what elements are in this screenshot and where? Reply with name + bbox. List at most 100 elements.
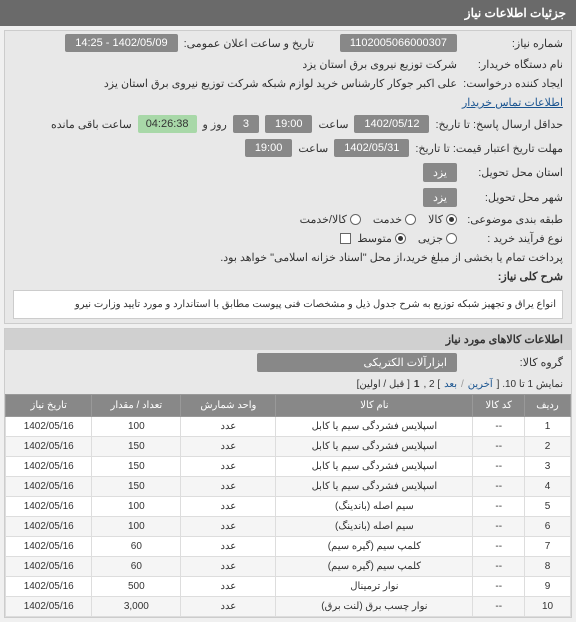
table-row[interactable]: 5--سیم اصله (باندینگ)عدد1001402/05/16 — [6, 497, 571, 517]
days-value: 3 — [233, 115, 259, 133]
table-cell: 150 — [92, 477, 181, 497]
page-header: جزئیات اطلاعات نیاز — [0, 0, 576, 26]
table-cell: 1402/05/16 — [6, 417, 92, 437]
table-cell: -- — [473, 557, 525, 577]
table-cell: 1402/05/16 — [6, 597, 92, 617]
table-cell: 6 — [525, 517, 571, 537]
table-cell: 5 — [525, 497, 571, 517]
table-cell: نوار ترمینال — [276, 577, 473, 597]
days-label: روز و — [203, 118, 227, 131]
table-cell: 1402/05/16 — [6, 457, 92, 477]
table-cell: 60 — [92, 557, 181, 577]
radio-service[interactable]: خدمت — [373, 213, 416, 226]
province-label: استان محل تحویل: — [463, 166, 563, 179]
radio-service-label: خدمت — [373, 213, 402, 226]
table-cell: نوار چسب برق (لنت برق) — [276, 597, 473, 617]
table-cell: سیم اصله (باندینگ) — [276, 517, 473, 537]
col-qty: تعداد / مقدار — [92, 395, 181, 417]
pager-current: 1 — [414, 379, 420, 390]
radio-goods-label: کالا — [428, 213, 443, 226]
payment-note: پرداخت تمام یا بخشی از مبلغ خرید،از محل … — [220, 251, 563, 264]
table-row[interactable]: 2--اسپلایس فشردگی سیم یا کابلعدد1501402/… — [6, 437, 571, 457]
subject-cat-label: طبقه بندی موضوعی: — [463, 213, 563, 226]
radio-dot-icon — [446, 214, 457, 225]
table-cell: 1 — [525, 417, 571, 437]
desc-text: انواع یراق و تجهیز شبکه توزیع به شرح جدو… — [13, 290, 563, 319]
table-cell: 4 — [525, 477, 571, 497]
table-row[interactable]: 7--کلمپ سیم (گیره سیم)عدد601402/05/16 — [6, 537, 571, 557]
response-time-label: ساعت — [318, 118, 348, 131]
buyer-dept-value: شرکت توزیع نیروی برق استان یزد — [302, 58, 457, 71]
table-cell: کلمپ سیم (گیره سیم) — [276, 537, 473, 557]
table-cell: اسپلایس فشردگی سیم یا کابل — [276, 417, 473, 437]
price-date-value: 1402/05/31 — [334, 139, 409, 157]
table-cell: عدد — [181, 417, 276, 437]
price-time-value: 19:00 — [245, 139, 293, 157]
table-cell: -- — [473, 437, 525, 457]
price-time-label: ساعت — [298, 142, 328, 155]
announce-dt-value: 1402/05/09 - 14:25 — [65, 34, 177, 52]
pager-next-link[interactable]: بعد — [444, 379, 457, 390]
table-cell: کلمپ سیم (گیره سیم) — [276, 557, 473, 577]
pager-prev-link[interactable]: آخرین — [468, 379, 493, 390]
table-cell: عدد — [181, 477, 276, 497]
radio-dot-icon — [446, 233, 457, 244]
province-value: یزد — [423, 163, 457, 182]
goods-section-title: اطلاعات کالاهای مورد نیاز — [5, 329, 571, 350]
table-cell: اسپلایس فشردگی سیم یا کابل — [276, 457, 473, 477]
col-row: ردیف — [525, 395, 571, 417]
table-row[interactable]: 8--کلمپ سیم (گیره سیم)عدد601402/05/16 — [6, 557, 571, 577]
table-cell: 1402/05/16 — [6, 517, 92, 537]
table-cell: عدد — [181, 517, 276, 537]
need-number-label: شماره نیاز: — [463, 37, 563, 50]
table-row[interactable]: 4--اسپلایس فشردگی سیم یا کابلعدد1501402/… — [6, 477, 571, 497]
table-cell: -- — [473, 577, 525, 597]
radio-medium-label: متوسط — [357, 232, 392, 245]
table-cell: -- — [473, 597, 525, 617]
response-deadline-label: حداقل ارسال پاسخ: تا تاریخ: — [435, 118, 563, 131]
radio-dot-icon — [350, 214, 361, 225]
radio-dot-icon — [395, 233, 406, 244]
goods-table: ردیف کد کالا نام کالا واحد شمارش تعداد /… — [5, 394, 571, 617]
table-cell: 3,000 — [92, 597, 181, 617]
table-row[interactable]: 10--نوار چسب برق (لنت برق)عدد3,0001402/0… — [6, 597, 571, 617]
table-cell: عدد — [181, 577, 276, 597]
price-validity-label: مهلت تاریخ اعتبار قیمت: تا تاریخ: — [415, 142, 563, 155]
radio-both[interactable]: کالا/خدمت — [300, 213, 361, 226]
need-number-value: 1102005066000307 — [340, 34, 457, 52]
table-cell: اسپلایس فشردگی سیم یا کابل — [276, 437, 473, 457]
radio-goods[interactable]: کالا — [428, 213, 457, 226]
table-cell: 10 — [525, 597, 571, 617]
pager-end: [ قبل / اولین] — [357, 379, 410, 390]
table-cell: عدد — [181, 437, 276, 457]
pager-text: نمایش 1 تا 10. [ — [497, 379, 563, 390]
response-time-value: 19:00 — [265, 115, 313, 133]
treasury-checkbox[interactable] — [340, 233, 351, 244]
col-code: کد کالا — [473, 395, 525, 417]
table-row[interactable]: 1--اسپلایس فشردگی سیم یا کابلعدد1001402/… — [6, 417, 571, 437]
subject-radio-group: کالا خدمت کالا/خدمت — [300, 213, 457, 226]
buyer-dept-label: نام دستگاه خریدار: — [463, 58, 563, 71]
table-cell: 500 — [92, 577, 181, 597]
table-cell: -- — [473, 417, 525, 437]
table-cell: 3 — [525, 457, 571, 477]
table-row[interactable]: 9--نوار ترمینالعدد5001402/05/16 — [6, 577, 571, 597]
table-cell: 1402/05/16 — [6, 437, 92, 457]
goods-group-label: گروه کالا: — [463, 356, 563, 369]
pager: نمایش 1 تا 10. [ آخرین / بعد ] 2 , 1 [ ق… — [5, 375, 571, 394]
table-cell: 100 — [92, 417, 181, 437]
table-cell: -- — [473, 537, 525, 557]
creator-label: ایجاد کننده درخواست: — [463, 77, 563, 90]
radio-small[interactable]: جزیی — [418, 232, 457, 245]
table-row[interactable]: 3--اسپلایس فشردگی سیم یا کابلعدد1501402/… — [6, 457, 571, 477]
table-cell: 1402/05/16 — [6, 497, 92, 517]
need-info-section: شماره نیاز: 1102005066000307 تاریخ و ساع… — [4, 30, 572, 324]
desc-title-label: شرح کلی نیاز: — [463, 270, 563, 283]
table-cell: -- — [473, 457, 525, 477]
buyer-contact-link[interactable]: اطلاعات تماس خریدار — [462, 96, 563, 109]
radio-both-label: کالا/خدمت — [300, 213, 347, 226]
table-cell: 7 — [525, 537, 571, 557]
radio-medium[interactable]: متوسط — [357, 232, 406, 245]
table-row[interactable]: 6--سیم اصله (باندینگ)عدد1001402/05/16 — [6, 517, 571, 537]
radio-small-label: جزیی — [418, 232, 443, 245]
